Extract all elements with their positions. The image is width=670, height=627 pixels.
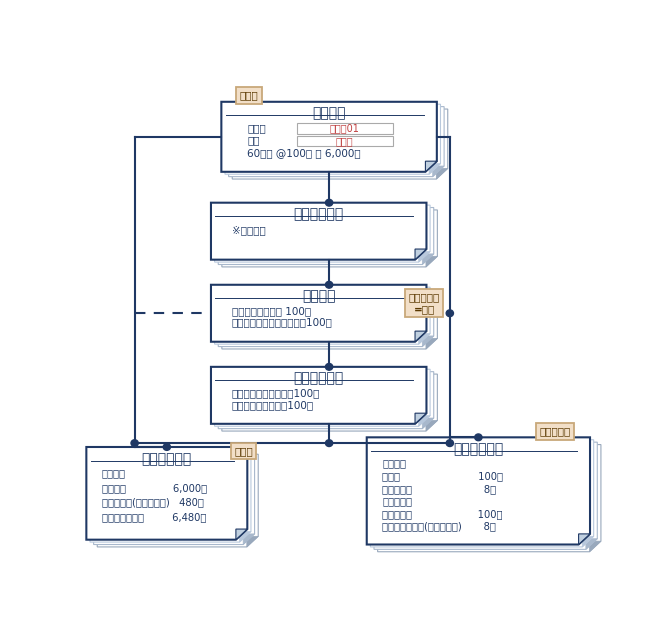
Circle shape [131, 440, 138, 446]
Polygon shape [419, 251, 430, 262]
Text: （借方）: （借方） [383, 458, 406, 468]
Text: 仕入請求伝票: 仕入請求伝票 [141, 452, 192, 466]
Text: 請求時: 請求時 [234, 446, 253, 456]
Polygon shape [419, 334, 430, 344]
Polygon shape [422, 254, 433, 265]
Text: ／（貸方）保険料　100円: ／（貸方）保険料 100円 [232, 399, 314, 409]
Polygon shape [218, 208, 433, 265]
Text: （貸方）未払金         6,480円: （貸方）未払金 6,480円 [102, 512, 206, 522]
Polygon shape [214, 205, 430, 262]
Circle shape [326, 364, 333, 370]
Polygon shape [236, 529, 247, 540]
Polygon shape [429, 164, 440, 174]
Polygon shape [371, 440, 594, 547]
Polygon shape [415, 249, 426, 260]
Text: 前払費用               6,000円: 前払費用 6,000円 [102, 483, 207, 493]
Text: 仮払消費税(前払費用分)   480円: 仮払消費税(前払費用分) 480円 [102, 497, 204, 507]
Polygon shape [247, 536, 258, 547]
Text: （借方）: （借方） [102, 468, 126, 478]
Text: ／（貸方）: ／（貸方） [383, 496, 412, 506]
Polygon shape [232, 109, 448, 179]
Polygon shape [366, 438, 590, 544]
Polygon shape [240, 532, 251, 542]
Polygon shape [86, 447, 247, 540]
Polygon shape [582, 536, 594, 547]
Polygon shape [214, 287, 430, 344]
Circle shape [475, 434, 482, 441]
Circle shape [326, 199, 333, 206]
Text: 前払費用                     100円: 前払費用 100円 [383, 508, 502, 519]
Text: 役務受領時
=毎月: 役務受領時 =毎月 [409, 292, 440, 314]
Circle shape [446, 440, 454, 446]
Text: 仮払払消費税(前払費用分)       8円: 仮払払消費税(前払費用分) 8円 [383, 521, 496, 531]
Polygon shape [415, 331, 426, 342]
Polygon shape [374, 442, 597, 549]
Polygon shape [222, 210, 438, 267]
Text: ／（貸方）未請求債務　　100円: ／（貸方）未請求債務 100円 [232, 318, 332, 327]
Polygon shape [211, 367, 426, 424]
Text: 発注伝票: 発注伝票 [312, 107, 346, 120]
Polygon shape [433, 166, 444, 177]
Polygon shape [422, 336, 433, 347]
Circle shape [326, 282, 333, 288]
Text: （借方）未請求債務　100円: （借方）未請求債務 100円 [232, 388, 320, 398]
Text: 仕入計上伝票: 仕入計上伝票 [453, 442, 504, 456]
Polygon shape [90, 450, 251, 542]
Polygon shape [243, 534, 255, 544]
Polygon shape [436, 169, 448, 179]
Text: 請求照合伝票: 請求照合伝票 [293, 372, 344, 386]
Circle shape [163, 444, 170, 450]
Polygon shape [214, 369, 430, 426]
Polygon shape [225, 104, 440, 174]
Polygon shape [211, 285, 426, 342]
Circle shape [446, 310, 454, 317]
Text: 取引先: 取引先 [247, 123, 266, 133]
Polygon shape [579, 534, 590, 544]
Text: 60ヶ月 @100円 ＝ 6,000円: 60ヶ月 @100円 ＝ 6,000円 [247, 148, 361, 158]
Polygon shape [211, 203, 426, 260]
Polygon shape [590, 541, 601, 552]
Text: 仕入先01: 仕入先01 [330, 124, 360, 134]
Polygon shape [218, 290, 433, 347]
Text: 費用認識時: 費用認識時 [539, 426, 571, 436]
FancyBboxPatch shape [297, 135, 393, 146]
Text: ※仕訳なし: ※仕訳なし [232, 225, 265, 235]
Circle shape [326, 440, 333, 446]
Polygon shape [222, 374, 438, 431]
Text: 保険料: 保険料 [336, 136, 354, 146]
Polygon shape [586, 539, 597, 549]
Polygon shape [419, 416, 430, 426]
Polygon shape [378, 445, 601, 552]
Text: 仮払消費税                       8円: 仮払消費税 8円 [383, 483, 496, 493]
Polygon shape [425, 161, 437, 172]
Polygon shape [426, 421, 438, 431]
Polygon shape [94, 452, 255, 544]
Polygon shape [221, 102, 437, 172]
Polygon shape [426, 256, 438, 267]
Text: 発注時: 発注時 [239, 90, 258, 100]
Polygon shape [415, 413, 426, 424]
Text: 発注照合伝票: 発注照合伝票 [293, 208, 344, 221]
Text: （借方）保険料　 100円: （借方）保険料 100円 [232, 306, 311, 316]
Polygon shape [218, 372, 433, 429]
Text: 品目: 品目 [247, 135, 260, 145]
Text: 保険料                         100円: 保険料 100円 [383, 471, 503, 481]
Polygon shape [97, 454, 258, 547]
Text: 入荷伝票: 入荷伝票 [302, 290, 336, 303]
Polygon shape [422, 418, 433, 429]
FancyBboxPatch shape [297, 123, 393, 134]
Polygon shape [228, 107, 444, 177]
Polygon shape [426, 339, 438, 349]
Polygon shape [222, 292, 438, 349]
